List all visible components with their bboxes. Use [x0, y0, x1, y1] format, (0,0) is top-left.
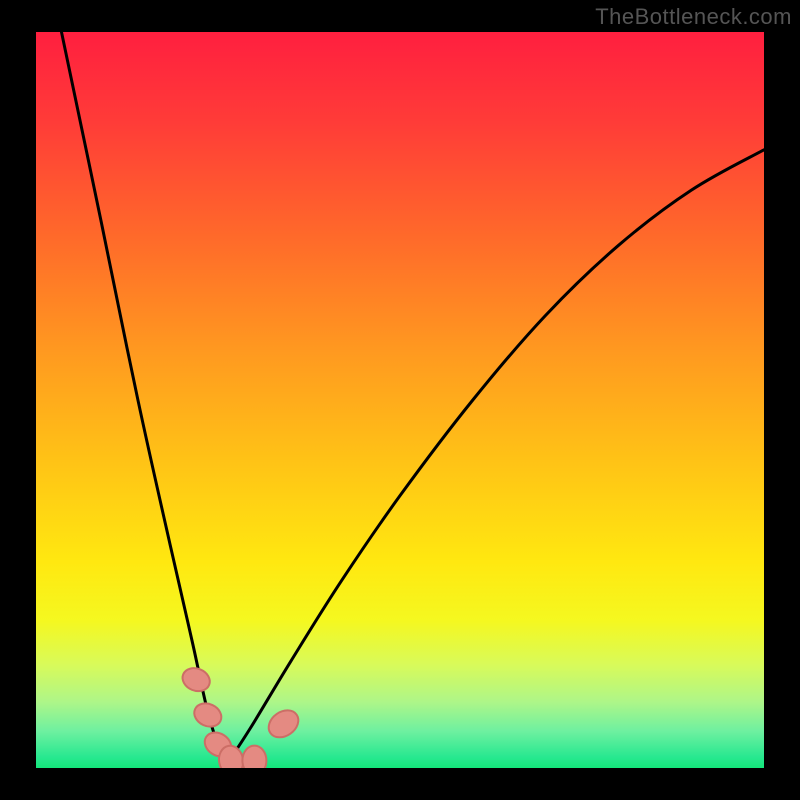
data-marker — [242, 746, 266, 768]
plot-area — [36, 32, 764, 768]
chart-svg — [36, 32, 764, 768]
watermark-text: TheBottleneck.com — [595, 4, 792, 30]
gradient-background — [36, 32, 764, 768]
